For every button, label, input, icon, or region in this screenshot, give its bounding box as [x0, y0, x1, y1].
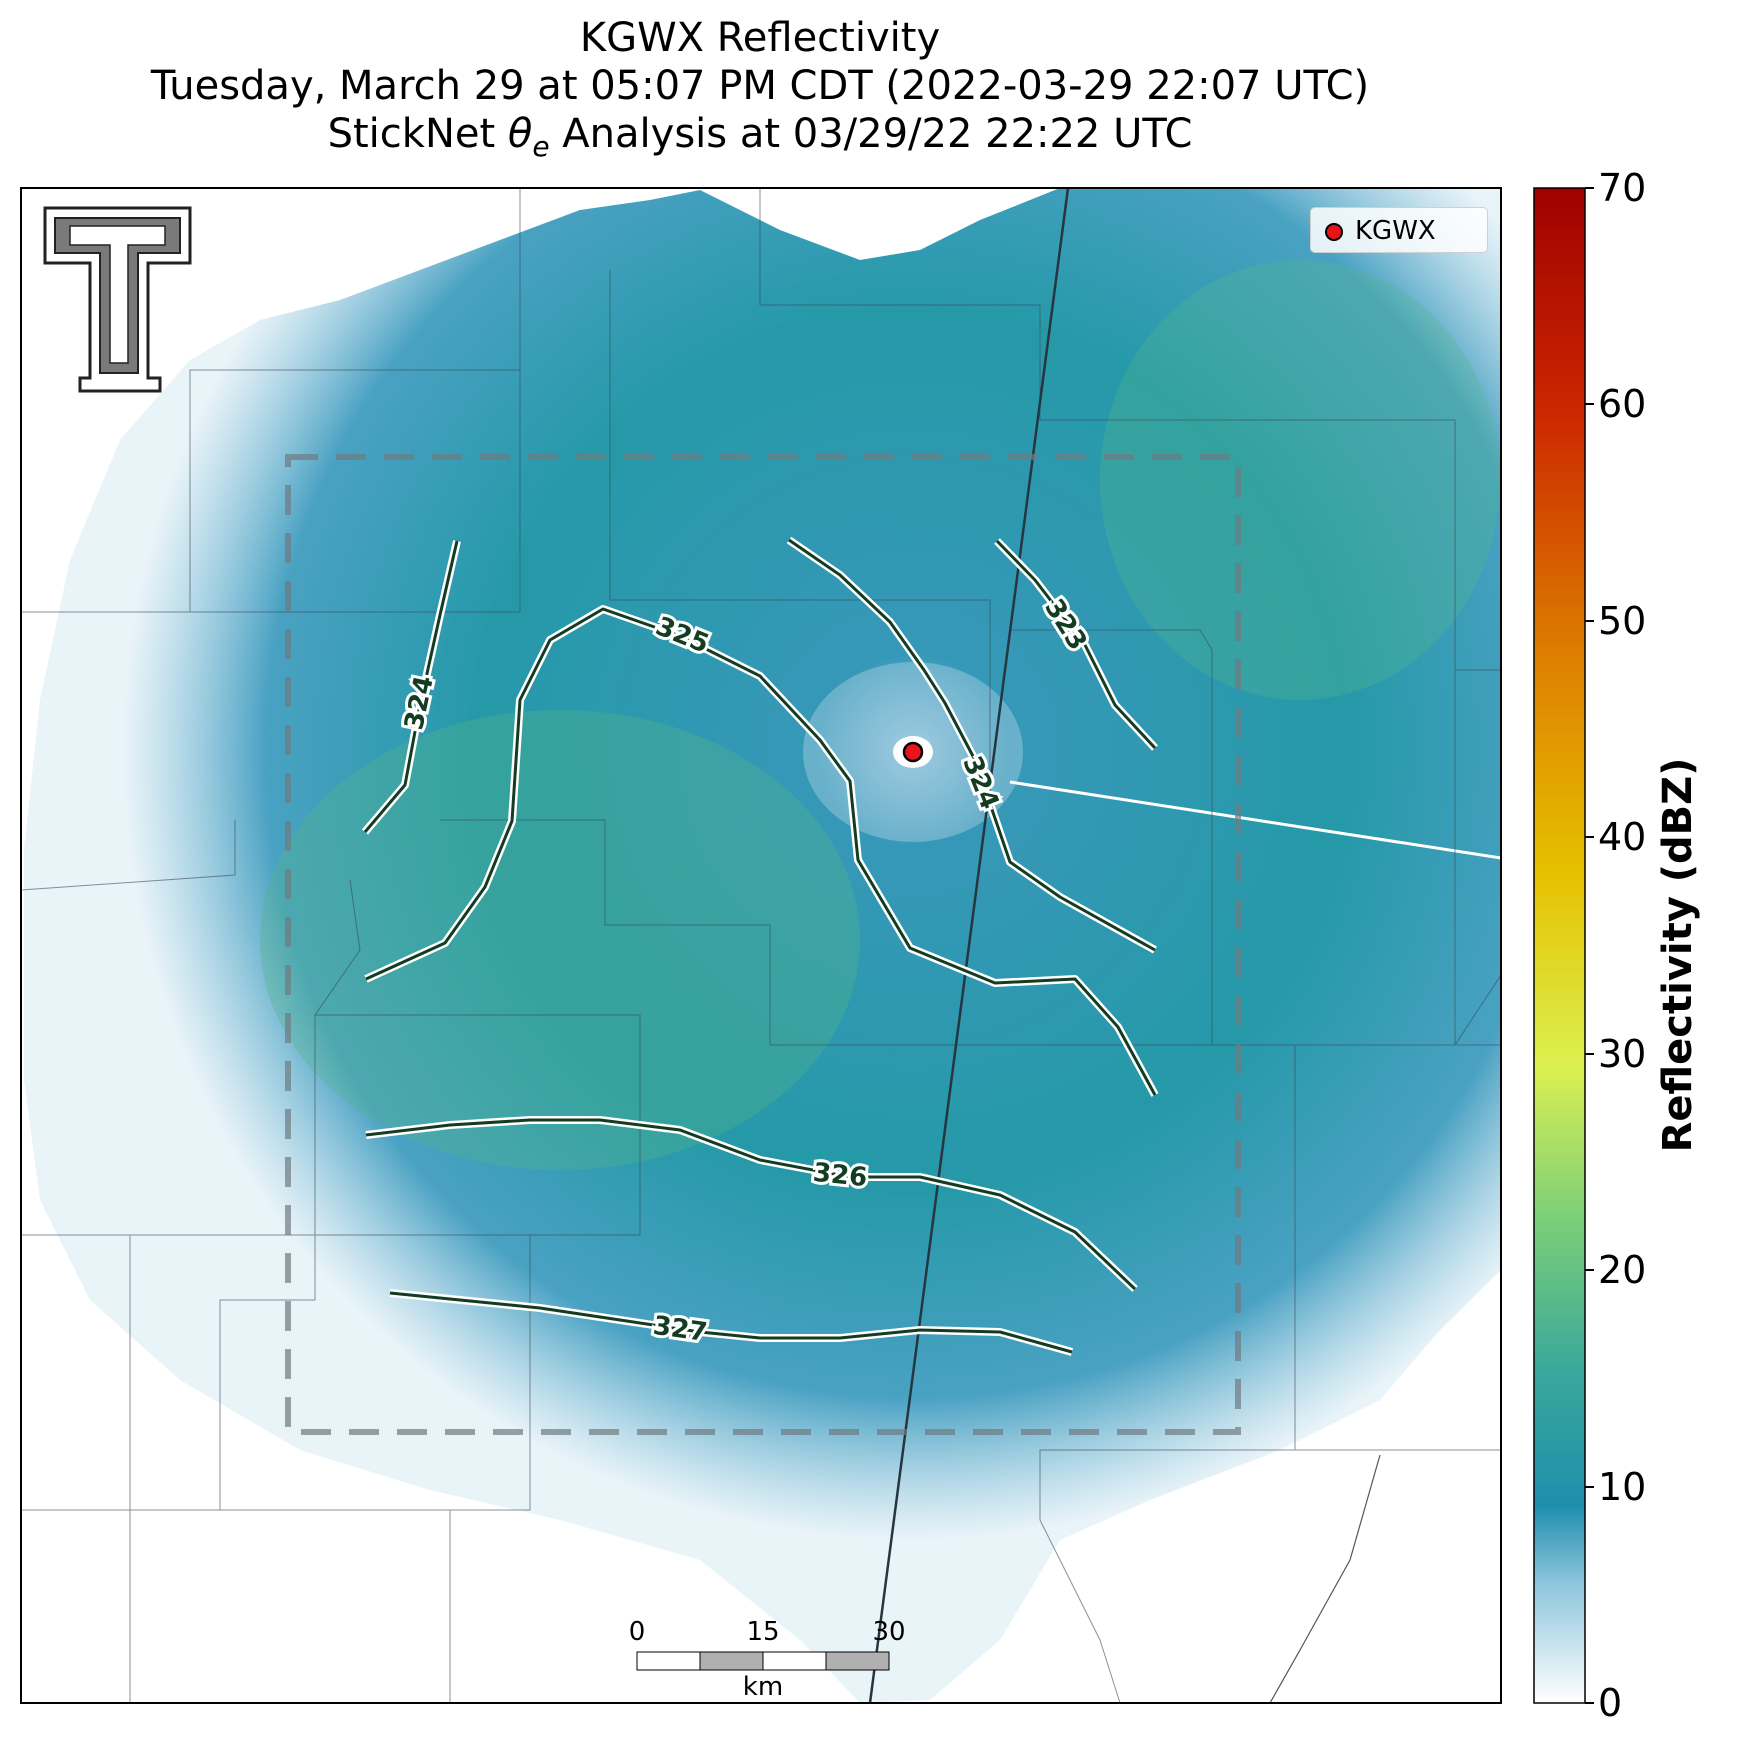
- title-line-2: Tuesday, March 29 at 05:07 PM CDT (2022-…: [150, 63, 1370, 109]
- colorbar-tick-60: 60: [1598, 382, 1647, 426]
- colorbar: [1533, 187, 1586, 1704]
- analysis-domain-box: [285, 454, 1241, 1435]
- echo-enhanced-region-sw: [260, 710, 860, 1170]
- title-line-3: StickNet θe Analysis at 03/29/22 22:22 U…: [20, 110, 1500, 171]
- texas-tech-logo: [43, 206, 192, 393]
- map-legend: KGWX: [1310, 207, 1488, 253]
- colorbar-label: Reflectivity (dBZ): [1655, 757, 1701, 1153]
- scale-bar: [636, 1651, 890, 1671]
- colorbar-tick-40: 40: [1598, 815, 1647, 859]
- legend-radar-marker: [1325, 223, 1343, 241]
- theta-e-contours: [361, 536, 1159, 1356]
- map-frame: [20, 187, 1502, 1704]
- beam-blockage-line: [1009, 780, 1501, 860]
- colorbar-tick-marks: [1585, 187, 1594, 1704]
- scale-tick-15: 15: [746, 1617, 780, 1647]
- scale-tick-0: 0: [628, 1617, 646, 1647]
- colorbar-tick-10: 10: [1598, 1465, 1647, 1509]
- title-line-3-suffix: Analysis at 03/29/22 22:22 UTC: [549, 111, 1193, 157]
- colorbar-tick-0: 0: [1598, 1681, 1623, 1725]
- colorbar-tick-20: 20: [1598, 1248, 1647, 1292]
- state-boundary-line: [868, 188, 1070, 1703]
- echo-enhanced-region-ne: [1100, 260, 1500, 700]
- theta-symbol: θ: [507, 111, 533, 157]
- contour-label-326: 326: [811, 1158, 868, 1194]
- reflectivity-echo-field: [24, 188, 1501, 1703]
- legend-radar-label: KGWX: [1355, 216, 1436, 246]
- title-line-3-prefix: StickNet: [327, 111, 508, 157]
- river-boundary: [1269, 1454, 1381, 1703]
- scale-tick-30: 30: [872, 1617, 906, 1647]
- scale-unit: km: [742, 1672, 784, 1702]
- figure-title: KGWX Reflectivity Tuesday, March 29 at 0…: [20, 14, 1500, 171]
- kgwx-radar-marker: [902, 741, 924, 763]
- title-line-1: KGWX Reflectivity: [579, 15, 941, 61]
- colorbar-tick-50: 50: [1598, 599, 1647, 643]
- theta-subscript: e: [532, 130, 550, 163]
- colorbar-tick-30: 30: [1598, 1032, 1647, 1076]
- colorbar-tick-70: 70: [1598, 166, 1647, 210]
- county-boundaries: [21, 188, 1501, 1703]
